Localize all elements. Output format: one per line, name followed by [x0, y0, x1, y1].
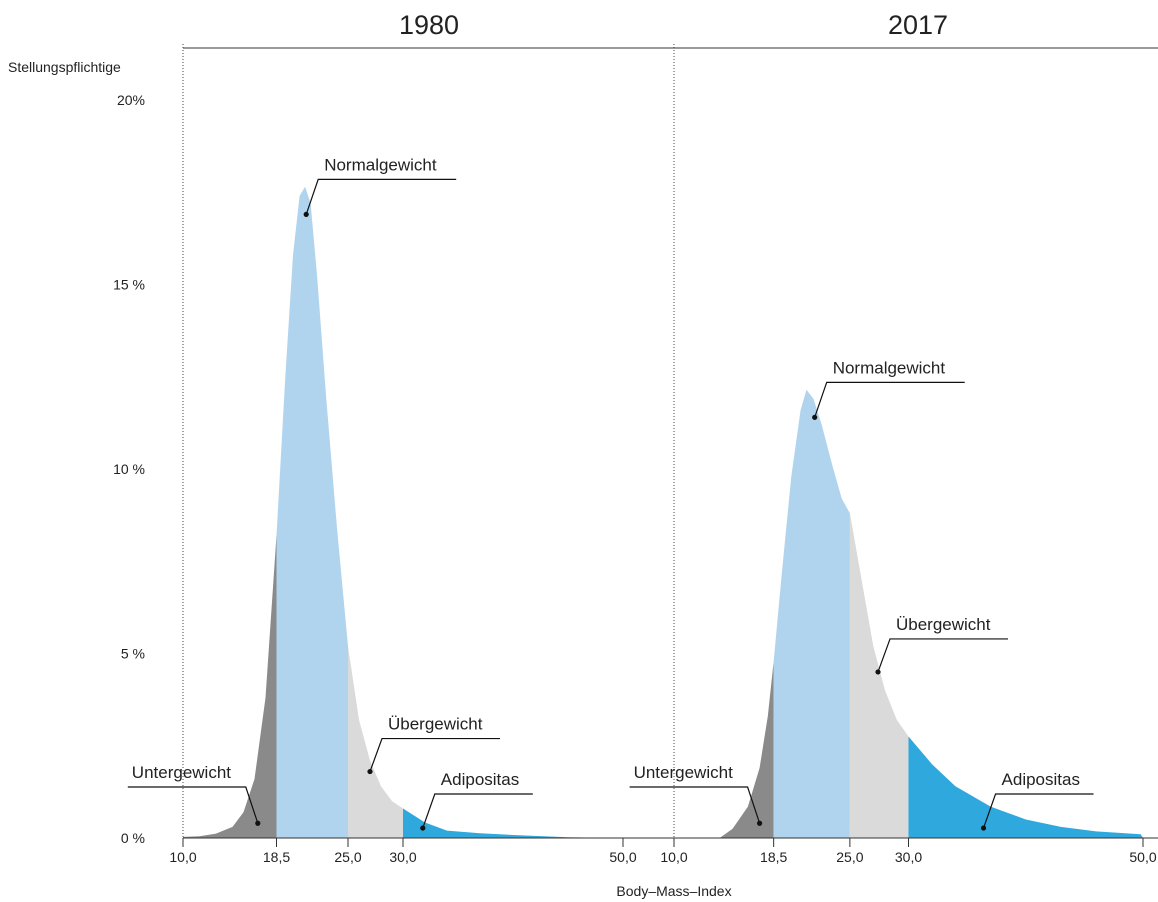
x-tick-label: 10,0 [169, 849, 196, 865]
x-tick-label: 30,0 [389, 849, 416, 865]
annotation-leader [982, 793, 1094, 829]
annotation-dot [875, 669, 881, 675]
x-tick-label: 25,0 [334, 849, 361, 865]
y-tick-label: 0 % [121, 830, 145, 846]
x-tick-label: 18,5 [760, 849, 787, 865]
x-axis-title: Body–Mass–Index [616, 883, 731, 899]
annotation-dot [420, 825, 426, 831]
annotation-label: Adipositas [1002, 770, 1080, 789]
y-axis: 20% 15 % 10 % 5 % 0 % [113, 92, 145, 846]
area-übergewicht [849, 513, 909, 838]
annotation-dot [812, 414, 818, 420]
annotation-dot [980, 825, 987, 831]
area-adipositas [908, 736, 1143, 838]
x-tick-label: 25,0 [836, 849, 863, 865]
panel-1980: 1980 10,0 18,5 25,0 30,0 50,0 Normalgewicht Übe… [127, 10, 674, 865]
x-tick-label: 10,0 [660, 849, 687, 865]
y-axis-title: Stellungspflichtige [8, 59, 121, 75]
annotation-leader [422, 793, 533, 829]
y-tick-label: 20% [117, 92, 145, 108]
annotation-leader [305, 178, 457, 215]
area-adipositas [403, 808, 623, 838]
x-tick-label: 18,5 [263, 849, 290, 865]
y-tick-label: 15 % [113, 277, 145, 293]
area-untergewicht [183, 535, 277, 838]
area-übergewicht [348, 646, 403, 838]
annotation-leader [877, 638, 1009, 673]
annotation-dot [756, 820, 763, 826]
annotation-leader [127, 786, 259, 824]
y-tick-label: 5 % [121, 646, 145, 662]
panel-title: 1980 [399, 10, 459, 40]
area-untergewicht [674, 660, 774, 838]
annotation-label: Normalgewicht [324, 155, 437, 174]
x-tick-label: 50,0 [609, 849, 636, 865]
annotation-label: Untergewicht [132, 763, 231, 782]
area-normalgewicht [773, 389, 850, 838]
annotation-label: Untergewicht [634, 763, 733, 782]
panels-layer: 1980 10,0 18,5 25,0 30,0 50,0 Normalgewicht Übe… [127, 10, 1158, 865]
annotation-leader [814, 381, 965, 418]
annotation-leader [369, 737, 500, 772]
annotation-label: Übergewicht [388, 715, 483, 734]
annotation-dot [255, 820, 261, 826]
annotation-leader [629, 786, 761, 824]
x-tick-label: 30,0 [895, 849, 922, 865]
y-tick-label: 10 % [113, 461, 145, 477]
annotation-label: Übergewicht [896, 615, 991, 634]
annotation-label: Normalgewicht [833, 358, 946, 377]
panel-title: 2017 [888, 10, 948, 40]
panel-2017: 2017 10,0 18,5 25,0 30,0 50,0 Normalgewicht Übe… [629, 10, 1158, 865]
annotation-dot [303, 211, 309, 217]
x-tick-label: 50,0 [1129, 849, 1156, 865]
annotation-dot [367, 768, 373, 775]
area-normalgewicht [276, 186, 348, 838]
annotation-label: Adipositas [441, 770, 519, 789]
